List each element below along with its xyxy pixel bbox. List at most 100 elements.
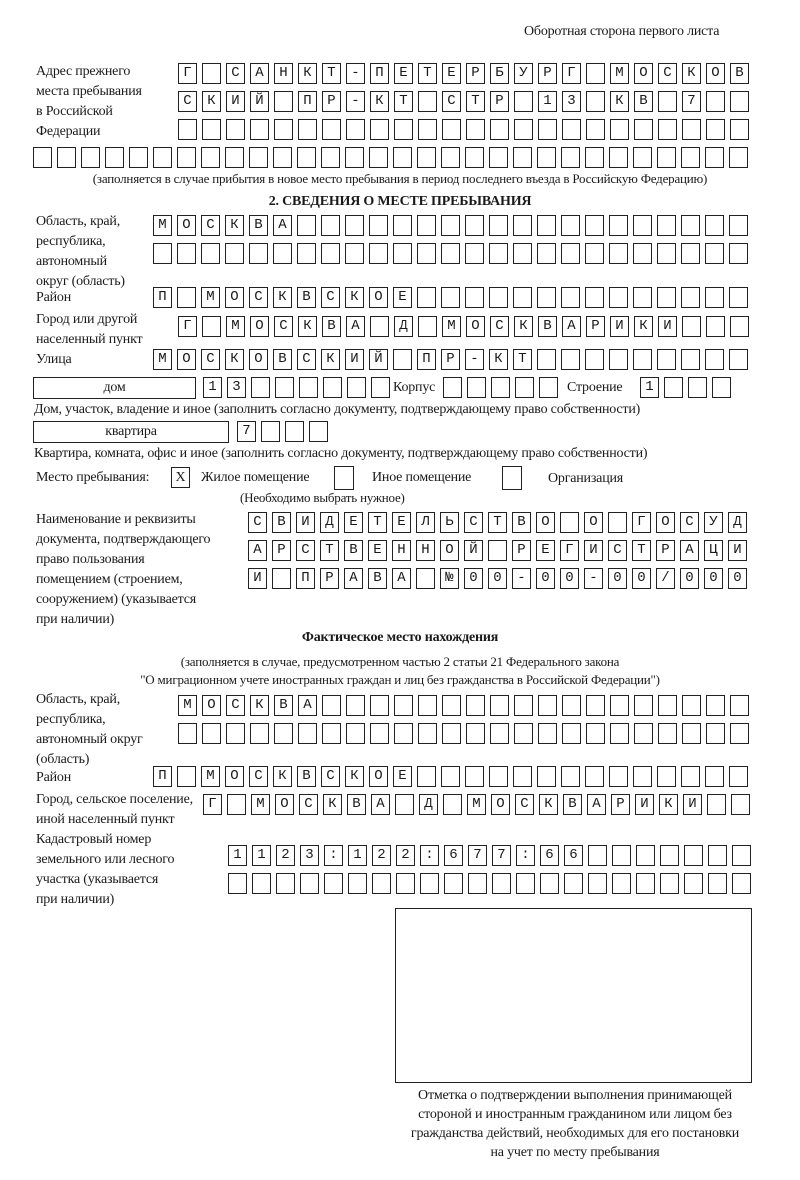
char-cell[interactable] — [706, 91, 725, 112]
char-cell[interactable] — [516, 873, 535, 894]
option-checkbox-organization[interactable] — [502, 466, 522, 490]
char-cell[interactable] — [609, 766, 628, 787]
char-cell[interactable] — [274, 723, 293, 744]
char-cell[interactable] — [684, 845, 703, 866]
char-cell[interactable] — [516, 845, 535, 866]
char-cell[interactable] — [443, 377, 462, 398]
char-cell[interactable] — [585, 215, 604, 236]
char-cell[interactable] — [560, 540, 579, 561]
char-cell[interactable] — [299, 794, 318, 815]
char-cell[interactable] — [394, 316, 413, 337]
char-cell[interactable] — [272, 568, 291, 589]
char-cell[interactable] — [227, 794, 246, 815]
char-cell[interactable] — [588, 845, 607, 866]
char-cell[interactable] — [728, 568, 747, 589]
char-cell[interactable] — [416, 512, 435, 533]
char-cell[interactable] — [297, 349, 316, 370]
char-cell[interactable] — [587, 794, 606, 815]
char-cell[interactable] — [393, 215, 412, 236]
char-cell[interactable] — [177, 766, 196, 787]
char-cell[interactable] — [226, 63, 245, 84]
char-cell[interactable] — [393, 349, 412, 370]
char-cell[interactable] — [490, 316, 509, 337]
char-cell[interactable] — [515, 794, 534, 815]
char-cell[interactable] — [249, 215, 268, 236]
char-cell[interactable] — [393, 243, 412, 264]
char-cell[interactable] — [418, 316, 437, 337]
char-cell[interactable] — [634, 695, 653, 716]
char-cell[interactable] — [633, 147, 652, 168]
char-cell[interactable] — [250, 723, 269, 744]
char-cell[interactable] — [656, 540, 675, 561]
char-cell[interactable] — [464, 512, 483, 533]
char-cell[interactable] — [226, 316, 245, 337]
char-cell[interactable] — [370, 91, 389, 112]
char-cell[interactable] — [490, 91, 509, 112]
char-cell[interactable] — [513, 215, 532, 236]
char-cell[interactable] — [585, 766, 604, 787]
char-cell[interactable] — [468, 873, 487, 894]
char-cell[interactable] — [586, 723, 605, 744]
char-cell[interactable] — [393, 287, 412, 308]
char-cell[interactable] — [561, 287, 580, 308]
char-cell[interactable] — [729, 287, 748, 308]
char-cell[interactable] — [346, 723, 365, 744]
char-cell[interactable] — [514, 119, 533, 140]
char-cell[interactable] — [444, 873, 463, 894]
char-cell[interactable] — [514, 63, 533, 84]
char-cell[interactable] — [729, 766, 748, 787]
char-cell[interactable] — [368, 540, 387, 561]
char-cell[interactable] — [249, 147, 268, 168]
char-cell[interactable] — [348, 845, 367, 866]
char-cell[interactable] — [225, 147, 244, 168]
char-cell[interactable] — [202, 723, 221, 744]
char-cell[interactable] — [609, 215, 628, 236]
char-cell[interactable] — [664, 377, 683, 398]
char-cell[interactable] — [153, 147, 172, 168]
char-cell[interactable] — [656, 512, 675, 533]
char-cell[interactable] — [393, 766, 412, 787]
char-cell[interactable] — [442, 119, 461, 140]
char-cell[interactable] — [369, 349, 388, 370]
char-cell[interactable] — [658, 63, 677, 84]
char-cell[interactable] — [441, 215, 460, 236]
char-cell[interactable] — [682, 119, 701, 140]
char-cell[interactable] — [658, 119, 677, 140]
char-cell[interactable] — [514, 91, 533, 112]
char-cell[interactable] — [274, 91, 293, 112]
char-cell[interactable] — [153, 243, 172, 264]
char-cell[interactable] — [392, 568, 411, 589]
char-cell[interactable] — [370, 63, 389, 84]
char-cell[interactable] — [586, 316, 605, 337]
char-cell[interactable] — [323, 794, 342, 815]
char-cell[interactable] — [657, 147, 676, 168]
char-cell[interactable] — [561, 147, 580, 168]
option-checkbox-other-premises[interactable] — [334, 466, 354, 490]
char-cell[interactable] — [536, 512, 555, 533]
char-cell[interactable] — [634, 63, 653, 84]
char-cell[interactable] — [490, 723, 509, 744]
char-cell[interactable] — [440, 512, 459, 533]
char-cell[interactable] — [465, 287, 484, 308]
char-cell[interactable] — [276, 873, 295, 894]
char-cell[interactable] — [251, 377, 270, 398]
char-cell[interactable] — [708, 873, 727, 894]
char-cell[interactable] — [420, 845, 439, 866]
char-cell[interactable] — [730, 695, 749, 716]
char-cell[interactable] — [442, 723, 461, 744]
char-cell[interactable] — [250, 316, 269, 337]
char-cell[interactable] — [298, 695, 317, 716]
char-cell[interactable] — [584, 540, 603, 561]
char-cell[interactable] — [225, 243, 244, 264]
char-cell[interactable] — [490, 695, 509, 716]
char-cell[interactable] — [585, 147, 604, 168]
char-cell[interactable] — [393, 147, 412, 168]
char-cell[interactable] — [296, 568, 315, 589]
char-cell[interactable] — [682, 723, 701, 744]
char-cell[interactable] — [248, 512, 267, 533]
char-cell[interactable] — [201, 243, 220, 264]
char-cell[interactable] — [273, 147, 292, 168]
char-cell[interactable] — [394, 695, 413, 716]
char-cell[interactable] — [515, 377, 534, 398]
char-cell[interactable] — [201, 147, 220, 168]
